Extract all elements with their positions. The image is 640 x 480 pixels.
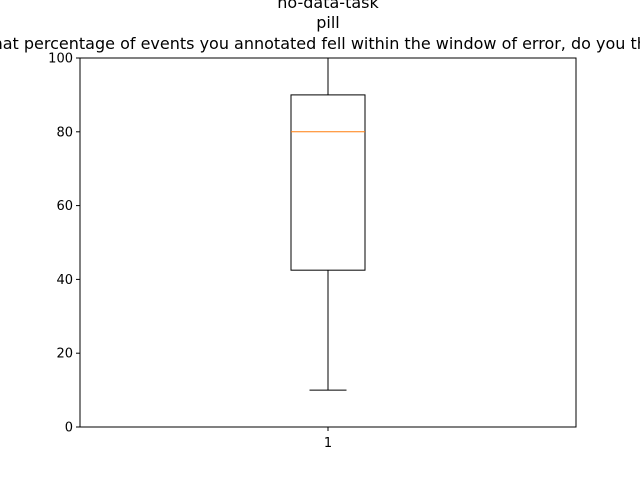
title-line-2: pill (316, 13, 340, 32)
y-tick-label: 20 (56, 347, 73, 362)
interquartile-box (290, 94, 366, 271)
y-tick-label: 80 (56, 125, 73, 140)
title-line-1: no-data-task (277, 0, 379, 12)
x-tick-label: 1 (324, 436, 332, 451)
x-axis: 1 (324, 427, 332, 451)
box-series (290, 57, 366, 391)
title-line-3: What percentage of events you annotated … (0, 34, 640, 53)
y-axis: 0 20 40 60 80 100 (48, 52, 80, 436)
y-tick-label: 40 (56, 273, 73, 288)
y-tick-label: 60 (56, 199, 73, 214)
y-tick-label: 100 (48, 52, 73, 67)
y-tick-label: 0 (65, 421, 73, 436)
chart-title: no-data-task pill What percentage of eve… (0, 0, 640, 53)
